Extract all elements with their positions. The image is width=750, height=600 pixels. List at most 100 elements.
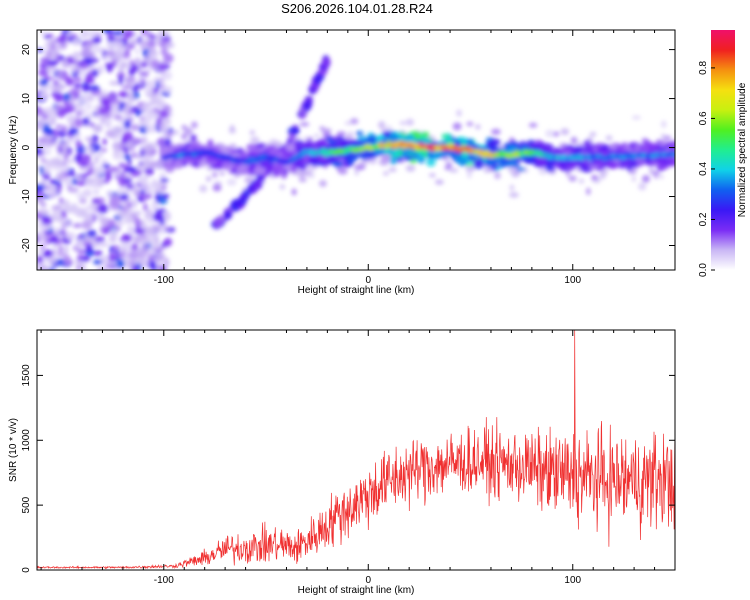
- snr-frame: [36, 329, 676, 571]
- spectral-blob: [147, 218, 155, 225]
- spectral-blob: [80, 255, 90, 262]
- spectral-blob: [52, 209, 61, 219]
- spectral-blob: [422, 131, 430, 138]
- spectral-blob: [190, 134, 197, 143]
- spectral-blob: [109, 245, 114, 254]
- spectral-blob: [54, 226, 62, 233]
- spectral-blob: [490, 128, 501, 135]
- spectral-blob: [126, 77, 134, 87]
- spectral-blob: [215, 161, 225, 170]
- spectral-blob: [45, 49, 54, 60]
- spectral-blob: [671, 152, 675, 158]
- y-tick-label: -20: [21, 238, 32, 253]
- figure-title: S206.2026.104.01.28.R24: [281, 1, 433, 16]
- spectral-blob: [135, 111, 140, 117]
- spectral-blob: [407, 135, 415, 144]
- spectral-blob: [77, 249, 87, 254]
- spectral-blob: [631, 115, 641, 120]
- spectral-blob: [149, 181, 162, 189]
- spectral-blob: [560, 167, 572, 172]
- spectral-blob: [426, 158, 436, 167]
- spectral-blob: [101, 227, 109, 234]
- colorbar-ticks: 0.0 0.2 0.4 0.6 0.8: [698, 61, 715, 277]
- spectral-blob: [164, 137, 172, 147]
- spectral-blob: [299, 165, 307, 171]
- spectral-blob: [85, 244, 93, 253]
- spectral-blob: [39, 165, 44, 175]
- spectral-blob: [506, 161, 519, 167]
- spectral-blob: [40, 157, 47, 164]
- spectral-blob: [96, 267, 107, 270]
- spectral-blob: [322, 128, 332, 135]
- spectral-blob: [93, 259, 103, 265]
- spectral-blob: [93, 236, 106, 243]
- spectral-blob: [238, 169, 250, 175]
- spectral-blob: [579, 162, 586, 171]
- spectral-blob: [142, 144, 154, 154]
- spectral-blob: [66, 31, 74, 37]
- spectral-blob: [181, 124, 188, 130]
- spectral-blob: [46, 267, 56, 270]
- spectral-blob: [116, 210, 128, 219]
- spectral-blob: [92, 69, 99, 77]
- spectral-blob: [163, 53, 174, 64]
- spectral-blob: [50, 235, 59, 243]
- spectral-blob: [127, 226, 134, 231]
- spectral-blob: [103, 54, 112, 59]
- spectral-blob: [466, 121, 474, 127]
- spectral-blob: [61, 107, 72, 114]
- spectral-blob: [92, 114, 105, 120]
- spectral-blob: [64, 159, 75, 164]
- spectral-blob: [89, 161, 94, 167]
- spectral-blob: [131, 137, 140, 144]
- spectral-blob: [102, 30, 112, 34]
- y-tick-label: 1000: [21, 429, 32, 452]
- spectral-blob: [117, 247, 127, 254]
- spectral-blob: [74, 261, 83, 266]
- spectral-blob: [322, 159, 332, 166]
- spectral-blob: [37, 106, 44, 116]
- spectral-blob: [87, 30, 99, 39]
- spectral-blob: [43, 34, 51, 39]
- spectral-blob: [88, 202, 98, 211]
- spectral-blob: [111, 125, 123, 136]
- spectral-blob: [72, 223, 82, 228]
- spectral-blob: [67, 187, 80, 193]
- spectral-blob: [118, 74, 124, 85]
- spectral-blob: [162, 193, 170, 199]
- spectral-blob: [57, 216, 64, 224]
- spectral-blob: [62, 93, 71, 101]
- spectral-blob: [641, 146, 650, 153]
- spectral-blob: [37, 147, 43, 155]
- spectral-blob: [74, 117, 83, 128]
- spectral-blob: [250, 136, 260, 144]
- spectral-blob: [44, 142, 54, 148]
- spectral-blob: [76, 176, 84, 181]
- spectral-blob: [101, 255, 111, 260]
- spectral-blob: [181, 132, 188, 141]
- spectral-blob: [72, 52, 80, 61]
- spectral-blob: [638, 182, 647, 191]
- spectral-blob: [486, 141, 496, 150]
- spectral-blob: [314, 133, 320, 138]
- spectral-blob: [146, 80, 157, 89]
- spectral-blob: [668, 140, 675, 148]
- spectral-blob: [38, 68, 50, 77]
- x-tick-label: -100: [154, 275, 174, 286]
- spectral-blob: [138, 178, 148, 186]
- spectral-blob: [302, 101, 312, 111]
- spectral-blob: [148, 47, 157, 55]
- spectral-blob: [444, 165, 450, 171]
- spectral-blob: [485, 156, 497, 166]
- spectral-blob: [589, 131, 597, 137]
- spectral-blob: [148, 160, 158, 168]
- spectral-blob: [75, 266, 81, 270]
- spectral-blob: [78, 60, 84, 66]
- spectral-blob: [516, 167, 526, 172]
- spectral-blob: [449, 167, 459, 173]
- spectral-blob: [238, 194, 249, 201]
- spectral-blob: [143, 72, 149, 78]
- spectral-blob: [124, 167, 136, 173]
- spectral-blob: [61, 60, 70, 69]
- spectral-blob: [159, 217, 165, 226]
